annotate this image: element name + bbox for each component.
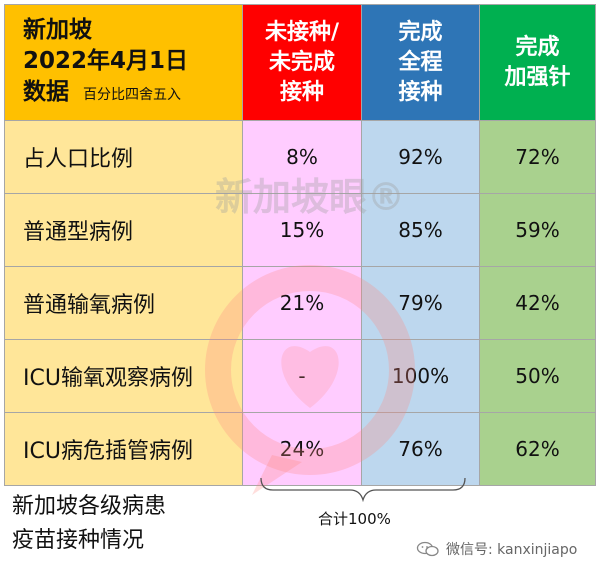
header-row: 新加坡 2022年4月1日 数据 百分比四舍五入 未接种/ 未完成 接种 完成 全…	[4, 4, 596, 121]
cell-booster: 42%	[479, 266, 596, 340]
column-header-line: 加强针	[504, 64, 571, 90]
caption-line-1: 新加坡各级病患	[12, 494, 167, 519]
column-header-line: 接种	[398, 79, 443, 105]
cell-booster: 72%	[479, 120, 596, 194]
sum-brace	[260, 477, 466, 502]
column-header-booster: 完成 加强针	[479, 4, 596, 121]
column-header-completed: 完成 全程 接种	[361, 4, 480, 121]
wechat-account: 微信号: kanxinjiapo	[416, 539, 577, 559]
column-header-line: 完成	[515, 34, 560, 60]
table-title-line-3: 数据	[23, 78, 69, 105]
column-header-line: 未完成	[268, 49, 335, 75]
chart-caption: 新加坡各级病患 疫苗接种情况	[12, 490, 166, 558]
column-header-line: 全程	[398, 49, 443, 75]
row-label: 普通输氧病例	[4, 266, 243, 340]
table-row: ICU输氧观察病例 - 100% 50%	[4, 339, 596, 413]
row-label: ICU病危插管病例	[4, 412, 243, 486]
cell-completed: 92%	[361, 120, 480, 194]
cell-unvaccinated: 24%	[242, 412, 362, 486]
cell-unvaccinated: 8%	[242, 120, 362, 194]
column-header-line: 未接种/	[264, 19, 340, 45]
wechat-icon	[416, 541, 439, 557]
column-header-unvaccinated: 未接种/ 未完成 接种	[242, 4, 362, 121]
cell-unvaccinated: 15%	[242, 193, 362, 267]
cell-completed: 100%	[361, 339, 480, 413]
table-row: 占人口比例 8% 92% 72%	[4, 120, 596, 194]
rounding-note: 百分比四舍五入	[83, 86, 181, 103]
cell-unvaccinated: 21%	[242, 266, 362, 340]
column-header-line: 接种	[279, 79, 324, 105]
table-title-cell: 新加坡 2022年4月1日 数据 百分比四舍五入	[4, 4, 243, 121]
row-label: 占人口比例	[4, 120, 243, 194]
row-label: 普通型病例	[4, 193, 243, 267]
sum-note: 合计100%	[318, 510, 391, 528]
cell-booster: 62%	[479, 412, 596, 486]
table-title-line-1: 新加坡	[23, 16, 92, 43]
vaccination-table: 新加坡 2022年4月1日 数据 百分比四舍五入 未接种/ 未完成 接种 完成 全…	[4, 4, 596, 486]
column-header-line: 完成	[398, 19, 443, 45]
table-title-line-2: 2022年4月1日	[23, 47, 189, 74]
table-row: 普通型病例 15% 85% 59%	[4, 193, 596, 267]
caption-line-2: 疫苗接种情况	[12, 528, 145, 553]
table-row: ICU病危插管病例 24% 76% 62%	[4, 412, 596, 486]
wechat-id: 微信号: kanxinjiapo	[446, 542, 578, 558]
cell-booster: 59%	[479, 193, 596, 267]
cell-booster: 50%	[479, 339, 596, 413]
table-row: 普通输氧病例 21% 79% 42%	[4, 266, 596, 340]
cell-completed: 76%	[361, 412, 480, 486]
cell-completed: 79%	[361, 266, 480, 340]
cell-completed: 85%	[361, 193, 480, 267]
row-label: ICU输氧观察病例	[4, 339, 243, 413]
cell-unvaccinated: -	[242, 339, 362, 413]
